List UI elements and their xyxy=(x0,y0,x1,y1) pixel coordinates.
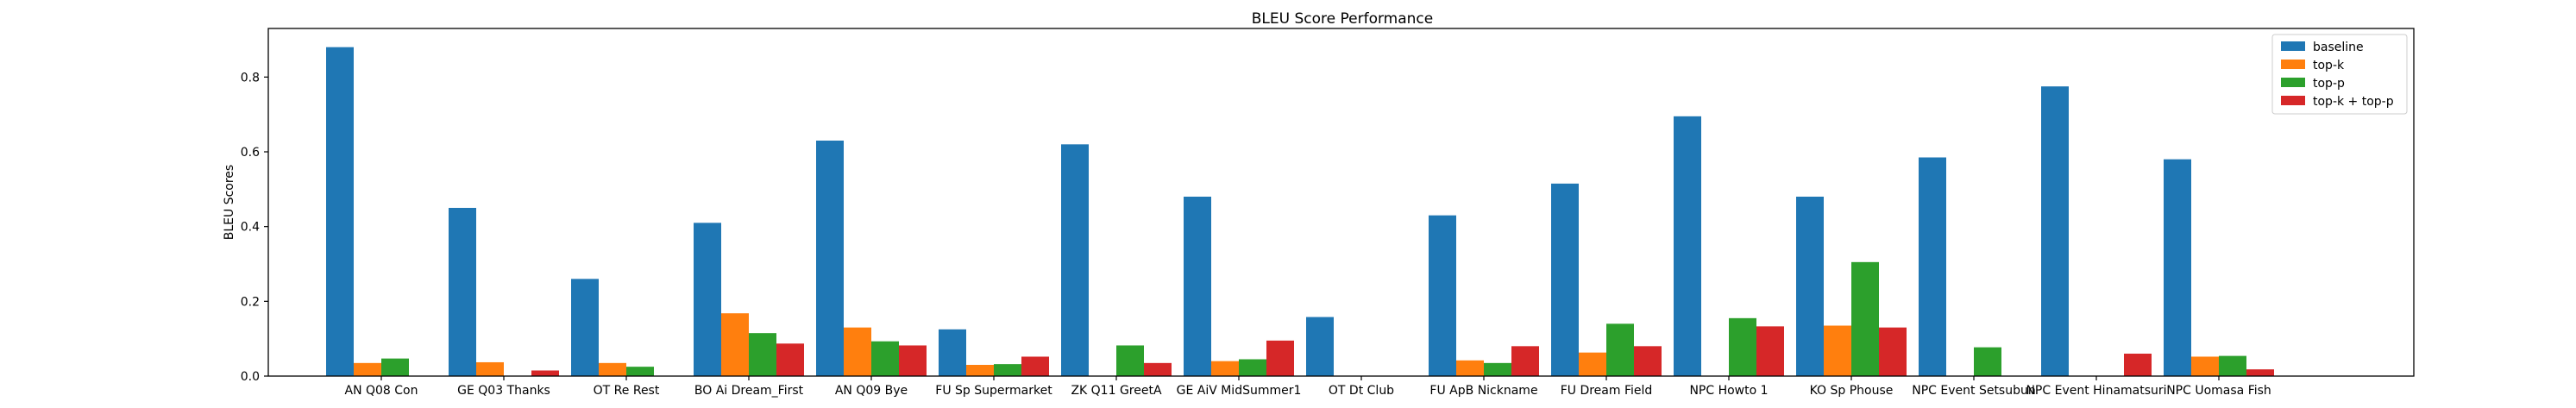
bar-top-k-top-p-10 xyxy=(1634,346,1662,376)
bar-baseline-1 xyxy=(449,208,476,376)
bar-baseline-5 xyxy=(939,329,966,376)
x-tick-label-3: BO Ai Dream_First xyxy=(694,384,804,398)
legend-box xyxy=(2271,34,2408,115)
bar-top-p-4 xyxy=(871,341,899,376)
bar-top-k-15 xyxy=(2191,356,2219,376)
x-tick-label-14: NPC Event Hinamatsuri xyxy=(2026,384,2166,398)
bar-top-p-13 xyxy=(1974,347,2001,376)
bar-baseline-8 xyxy=(1306,317,1334,376)
x-tick-label-6: ZK Q11 GreetA xyxy=(1071,384,1162,398)
bar-top-p-0 xyxy=(381,358,409,376)
bar-top-k-top-p-7 xyxy=(1266,340,1294,376)
chart-title: BLEU Score Performance xyxy=(1252,10,1433,28)
bar-top-k-top-p-15 xyxy=(2246,369,2274,376)
x-tick-label-2: OT Re Rest xyxy=(594,384,660,398)
bar-top-k-10 xyxy=(1579,352,1606,376)
bar-top-k-top-p-1 xyxy=(531,370,559,376)
x-tick-label-1: GE Q03 Thanks xyxy=(457,384,550,398)
x-tick-label-7: GE AiV MidSummer1 xyxy=(1177,384,1302,398)
bar-top-k-1 xyxy=(476,361,504,376)
bar-baseline-2 xyxy=(571,279,599,376)
bar-top-k-12 xyxy=(1824,325,1851,376)
bar-top-p-2 xyxy=(626,367,654,376)
bar-top-k-4 xyxy=(844,327,871,376)
x-tick-label-13: NPC Event Setsubun xyxy=(1912,384,2036,398)
bar-baseline-11 xyxy=(1674,116,1701,377)
legend-label-1: top-k xyxy=(2313,59,2345,72)
bar-top-k-0 xyxy=(354,362,381,376)
bars-layer xyxy=(326,47,2274,377)
bar-baseline-13 xyxy=(1919,157,1946,376)
x-tick-label-9: FU ApB Nickname xyxy=(1429,384,1537,398)
y-tick-label-1: 0.2 xyxy=(241,295,260,309)
bar-top-k-9 xyxy=(1456,360,1484,376)
bar-top-p-11 xyxy=(1729,317,1756,376)
x-tick-label-0: AN Q08 Con xyxy=(345,384,418,398)
y-axis-title: BLEU Scores xyxy=(223,165,236,240)
bar-top-p-3 xyxy=(749,333,776,376)
bar-top-p-9 xyxy=(1484,362,1511,376)
bar-baseline-14 xyxy=(2041,86,2069,377)
bar-top-k-5 xyxy=(966,365,994,376)
legend: baseline top-k top-p top-k + top-p xyxy=(2271,34,2408,115)
bar-top-k-top-p-4 xyxy=(899,345,927,376)
bar-top-k-top-p-6 xyxy=(1144,362,1172,376)
bar-baseline-4 xyxy=(816,141,844,376)
x-tick-label-4: AN Q09 Bye xyxy=(835,384,908,398)
plot-frame xyxy=(267,28,2415,377)
bar-baseline-10 xyxy=(1551,183,1579,376)
legend-label-2: top-p xyxy=(2313,77,2345,91)
bar-baseline-12 xyxy=(1796,197,1824,376)
bar-top-k-top-p-3 xyxy=(776,343,804,376)
legend-swatch-2 xyxy=(2281,78,2305,87)
bar-baseline-0 xyxy=(326,47,354,377)
bar-baseline-6 xyxy=(1061,144,1089,377)
bar-top-p-15 xyxy=(2219,355,2246,376)
bar-top-k-top-p-12 xyxy=(1879,327,1907,376)
y-tick-label-2: 0.4 xyxy=(241,221,260,235)
bar-baseline-15 xyxy=(2164,159,2191,376)
x-tick-label-5: FU Sp Supermarket xyxy=(935,384,1052,398)
axes-layer: 0.0 0.2 0.4 0.6 0.8 AN Q08 Con GE Q03 Thanks OT… xyxy=(241,28,2415,398)
legend-label-0: baseline xyxy=(2313,41,2364,54)
bar-top-k-top-p-5 xyxy=(1021,356,1049,376)
bar-top-k-7 xyxy=(1211,361,1239,376)
legend-swatch-3 xyxy=(2281,96,2305,105)
x-tick-label-10: FU Dream Field xyxy=(1561,384,1653,398)
x-tick-label-15: NPC Uomasa Fish xyxy=(2166,384,2271,398)
bar-baseline-3 xyxy=(694,223,721,376)
bar-top-k-2 xyxy=(599,362,626,376)
bar-top-p-7 xyxy=(1239,359,1266,376)
bar-top-p-10 xyxy=(1606,323,1634,376)
x-tick-label-8: OT Dt Club xyxy=(1329,384,1394,398)
legend-swatch-0 xyxy=(2281,41,2305,51)
bar-top-p-5 xyxy=(994,364,1021,376)
y-tick-label-0: 0.0 xyxy=(241,370,260,384)
bar-top-k-top-p-9 xyxy=(1511,346,1539,376)
x-tick-label-11: NPC Howto 1 xyxy=(1689,384,1768,398)
legend-swatch-1 xyxy=(2281,60,2305,69)
bar-baseline-7 xyxy=(1184,197,1211,376)
x-tick-label-12: KO Sp Phouse xyxy=(1810,384,1894,398)
y-tick-label-4: 0.8 xyxy=(241,71,260,85)
bar-baseline-9 xyxy=(1429,215,1456,376)
bar-top-k-top-p-14 xyxy=(2124,354,2152,376)
bar-top-k-3 xyxy=(721,313,749,376)
bar-top-p-6 xyxy=(1116,345,1144,376)
bar-top-p-12 xyxy=(1851,261,1879,376)
legend-label-3: top-k + top-p xyxy=(2313,95,2394,109)
y-tick-label-3: 0.6 xyxy=(241,146,260,160)
bar-top-k-top-p-11 xyxy=(1756,326,1784,376)
